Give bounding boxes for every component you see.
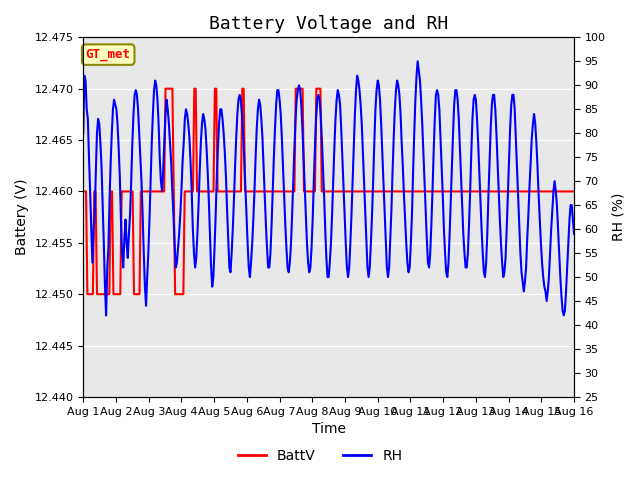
RH [414,59,422,64]
Title: Battery Voltage and RH: Battery Voltage and RH [209,15,448,33]
Text: GT_met: GT_met [86,48,131,61]
Legend: BattV, RH: BattV, RH [232,443,408,468]
RH [541,288,549,294]
Line: BattV: BattV [83,89,574,294]
BattV [570,189,578,194]
RH [536,216,543,222]
RH [499,274,507,280]
BattV [437,189,445,194]
Line: RH: RH [83,61,574,315]
BattV [426,189,434,194]
RH [94,116,102,122]
BattV [79,189,87,194]
RH [102,312,110,318]
BattV [147,189,154,194]
BattV [478,189,486,194]
RH [100,240,108,246]
BattV [492,189,500,194]
Y-axis label: Battery (V): Battery (V) [15,179,29,255]
BattV [162,86,170,92]
RH [570,231,578,237]
X-axis label: Time: Time [312,422,346,436]
RH [79,131,87,136]
BattV [366,189,374,194]
RH [252,154,259,160]
BattV [84,291,92,297]
Y-axis label: RH (%): RH (%) [611,193,625,241]
